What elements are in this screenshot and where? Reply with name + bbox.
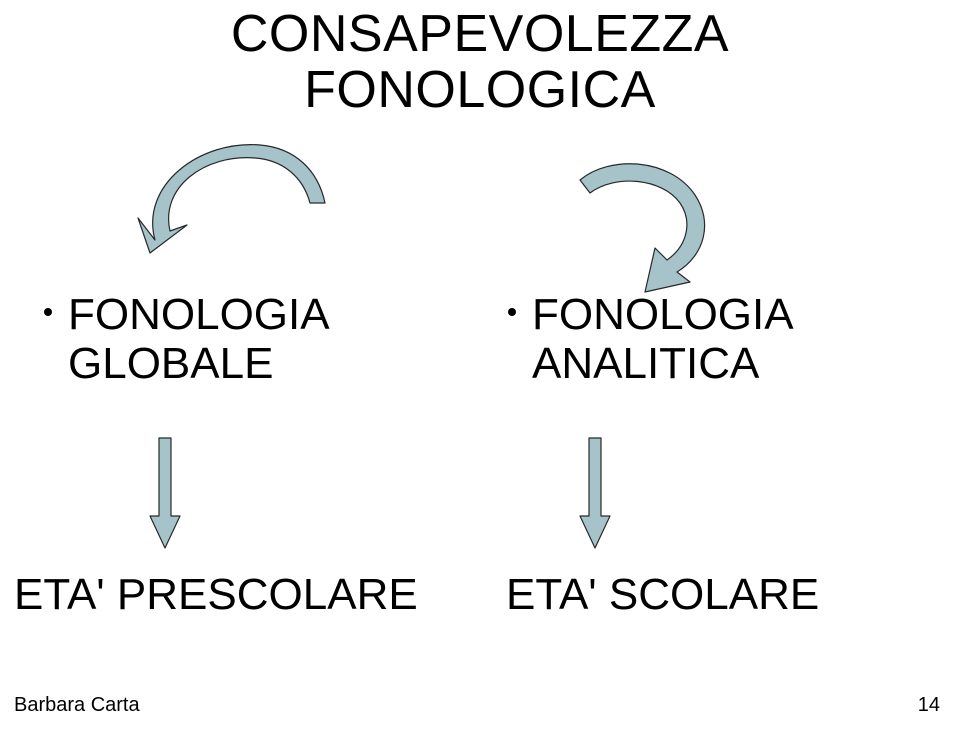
left-bullet: FONOLOGIA GLOBALE (68, 290, 330, 389)
page-title: CONSAPEVOLEZZA FONOLOGICA (0, 6, 960, 118)
left-bullet-line1: FONOLOGIA (68, 290, 330, 339)
bullet-dot (44, 308, 52, 316)
title-line-2: FONOLOGICA (304, 61, 656, 119)
right-age-label: ETA' SCOLARE (506, 570, 819, 620)
footer-author: Barbara Carta (14, 694, 140, 717)
down-arrow-left (150, 438, 180, 548)
left-bullet-line2: GLOBALE (68, 339, 273, 388)
curved-arrow-right (555, 150, 715, 300)
right-bullet: FONOLOGIA ANALITICA (532, 290, 794, 389)
bullet-dot (508, 308, 516, 316)
page-number: 14 (918, 694, 940, 717)
title-line-1: CONSAPEVOLEZZA (231, 5, 729, 63)
curved-arrow-left (120, 125, 330, 255)
right-bullet-line2: ANALITICA (532, 339, 759, 388)
down-arrow-right (580, 438, 610, 548)
right-bullet-line1: FONOLOGIA (532, 290, 794, 339)
left-age-label: ETA' PRESCOLARE (14, 570, 418, 620)
